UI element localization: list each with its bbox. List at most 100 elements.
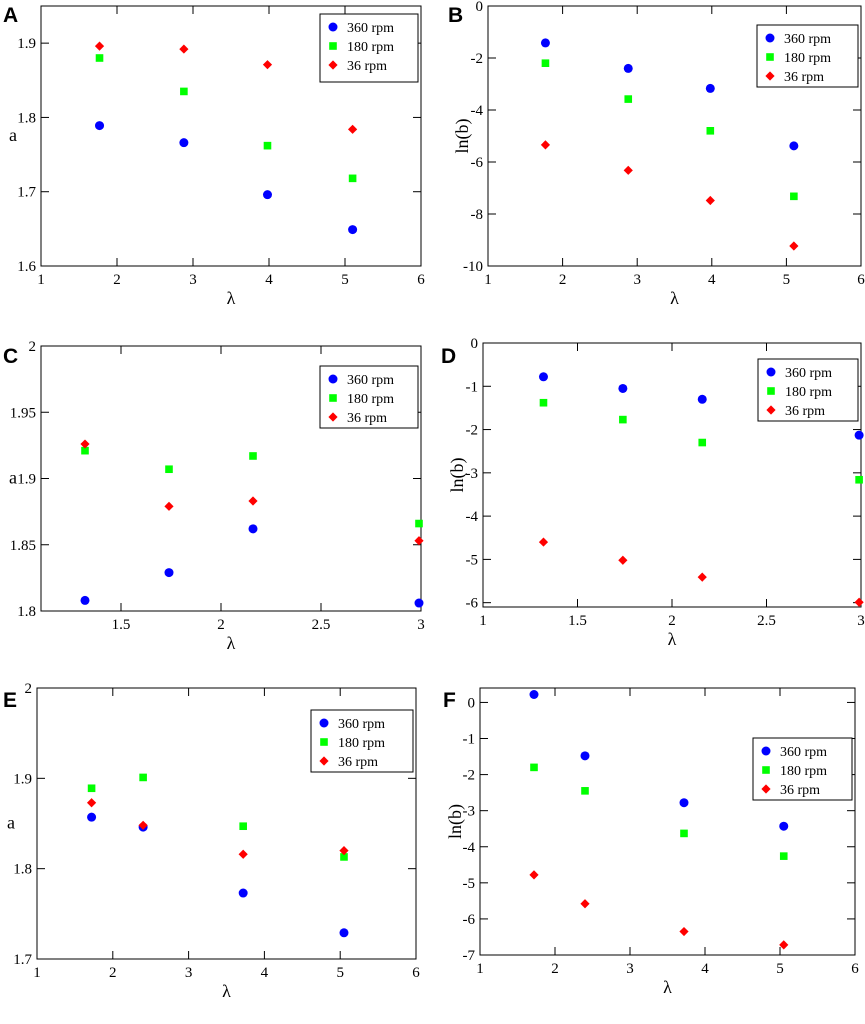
data-point-c-s1 bbox=[165, 465, 173, 474]
y-axis-label-a: a bbox=[9, 125, 17, 145]
y-tick-label-e: 1.9 bbox=[13, 771, 32, 787]
data-point-d-s0 bbox=[854, 430, 864, 440]
legend-marker-e-s2 bbox=[319, 756, 329, 766]
y-tick-label-f: -3 bbox=[463, 804, 476, 820]
y-tick-label-d: -5 bbox=[466, 552, 479, 568]
x-tick-label-c: 2 bbox=[217, 617, 225, 633]
data-point-c-s1 bbox=[81, 446, 89, 455]
data-point-a-s0 bbox=[95, 121, 105, 131]
data-point-b-s2 bbox=[705, 195, 715, 206]
x-tick-label-d: 1 bbox=[479, 613, 487, 629]
legend-marker-e-s0 bbox=[319, 718, 329, 728]
data-point-d-s1 bbox=[698, 438, 707, 447]
data-point-c-s1 bbox=[249, 452, 257, 460]
legend-marker-f-s1 bbox=[762, 766, 770, 774]
data-point-e-s2 bbox=[138, 820, 148, 830]
data-point-c-s2 bbox=[164, 501, 174, 511]
x-tick-label-e: 6 bbox=[412, 965, 420, 981]
x-tick-label-e: 5 bbox=[336, 965, 344, 981]
x-tick-label-a: 3 bbox=[189, 272, 197, 288]
data-point-f-s0 bbox=[580, 751, 590, 761]
data-point-b-s1 bbox=[624, 95, 633, 103]
data-point-a-s1 bbox=[95, 54, 104, 62]
y-tick-label-c: 1.85 bbox=[10, 538, 36, 554]
data-point-d-s1 bbox=[539, 398, 548, 407]
x-tick-label-a: 5 bbox=[341, 272, 349, 288]
panel-letter-d: D bbox=[441, 345, 456, 368]
x-axis-label-c: λ bbox=[227, 633, 236, 653]
data-point-d-s1 bbox=[855, 475, 863, 484]
legend-label-b-s2: 36 rpm bbox=[784, 70, 824, 85]
data-point-e-s0 bbox=[238, 888, 248, 898]
y-tick-label-b: -8 bbox=[471, 207, 484, 223]
x-tick-label-a: 4 bbox=[265, 272, 273, 288]
x-tick-label-f: 3 bbox=[626, 961, 634, 977]
data-point-e-s0 bbox=[339, 928, 349, 938]
data-point-d-s0 bbox=[538, 372, 548, 382]
x-tick-label-a: 1 bbox=[37, 272, 45, 288]
legend-label-c-s2: 36 rpm bbox=[347, 411, 387, 426]
plot-frame-e bbox=[36, 687, 417, 960]
data-point-c-s0 bbox=[248, 524, 258, 534]
data-point-f-s0 bbox=[679, 798, 689, 808]
legend-label-b-s1: 180 rpm bbox=[784, 51, 831, 66]
x-tick-label-b: 6 bbox=[857, 272, 865, 288]
y-axis-label-b: ln(b) bbox=[452, 119, 473, 154]
data-point-b-s0 bbox=[705, 83, 715, 93]
legend-marker-f-s0 bbox=[761, 746, 771, 756]
y-tick-label-f: -7 bbox=[463, 948, 476, 964]
y-tick-label-d: -1 bbox=[466, 379, 479, 395]
x-axis-label-e: λ bbox=[222, 981, 231, 1001]
x-tick-label-e: 3 bbox=[185, 965, 193, 981]
x-tick-label-e: 4 bbox=[261, 965, 269, 981]
y-tick-label-e: 1.8 bbox=[13, 862, 32, 878]
x-tick-label-a: 6 bbox=[417, 272, 425, 288]
data-point-d-s2 bbox=[854, 597, 864, 607]
data-point-a-s1 bbox=[263, 141, 272, 150]
y-tick-label-a: 1.9 bbox=[17, 36, 36, 52]
data-point-e-s2 bbox=[238, 849, 248, 859]
data-point-f-s2 bbox=[779, 940, 789, 950]
data-point-c-s0 bbox=[80, 595, 90, 605]
panel-a: A 1 2 3 4 5 6 1.6 1.7 1.8 1.9 λ a 360 rpm 180 rpm 36 rp… bbox=[3, 4, 425, 308]
data-point-e-s1 bbox=[239, 822, 247, 831]
legend-label-b-s0: 360 rpm bbox=[784, 32, 831, 47]
legend-label-a-s0: 360 rpm bbox=[347, 21, 394, 36]
y-tick-label-c: 1.9 bbox=[17, 472, 36, 488]
x-tick-label-f: 1 bbox=[476, 961, 484, 977]
legend-marker-e-s1 bbox=[320, 738, 328, 746]
y-tick-label-f: 0 bbox=[468, 695, 476, 711]
y-tick-label-f: -4 bbox=[463, 840, 476, 856]
y-tick-label-d: -2 bbox=[466, 423, 479, 439]
y-tick-label-a: 1.8 bbox=[17, 110, 36, 126]
data-point-b-s0 bbox=[623, 63, 633, 73]
data-point-e-s0 bbox=[87, 812, 97, 822]
data-point-b-s2 bbox=[789, 241, 799, 251]
legend-marker-a-s0 bbox=[328, 22, 338, 32]
data-point-b-s0 bbox=[789, 141, 799, 151]
legend-label-d-s0: 360 rpm bbox=[785, 366, 832, 381]
x-axis-label-d: λ bbox=[668, 629, 677, 649]
y-tick-label-c: 1.8 bbox=[17, 604, 36, 620]
legend-marker-c-s0 bbox=[328, 374, 338, 384]
x-tick-label-f: 2 bbox=[551, 961, 559, 977]
x-tick-label-e: 2 bbox=[109, 965, 117, 981]
panel-f: F 1 2 3 4 5 6 -7 -6 -5 -4 -3 -2 -1 0 λ ln(b) 360 rpm 180 r… bbox=[443, 687, 859, 997]
x-tick-label-d: 3 bbox=[857, 613, 865, 629]
x-tick-label-b: 4 bbox=[708, 272, 716, 288]
y-axis-label-c: a bbox=[9, 468, 17, 488]
plot-frame-b bbox=[487, 5, 862, 267]
legend-marker-a-s2 bbox=[328, 60, 338, 70]
data-point-d-s0 bbox=[697, 394, 707, 404]
legend-label-c-s1: 180 rpm bbox=[347, 392, 394, 407]
data-point-e-s2 bbox=[86, 798, 97, 808]
data-point-a-s0 bbox=[179, 138, 189, 148]
x-tick-label-f: 6 bbox=[851, 961, 859, 977]
x-tick-label-c: 3 bbox=[417, 617, 425, 633]
legend-marker-b-s2 bbox=[765, 71, 775, 81]
data-point-f-s0 bbox=[529, 689, 539, 699]
data-point-a-s0 bbox=[262, 190, 272, 200]
y-tick-label-b: -10 bbox=[463, 259, 483, 275]
